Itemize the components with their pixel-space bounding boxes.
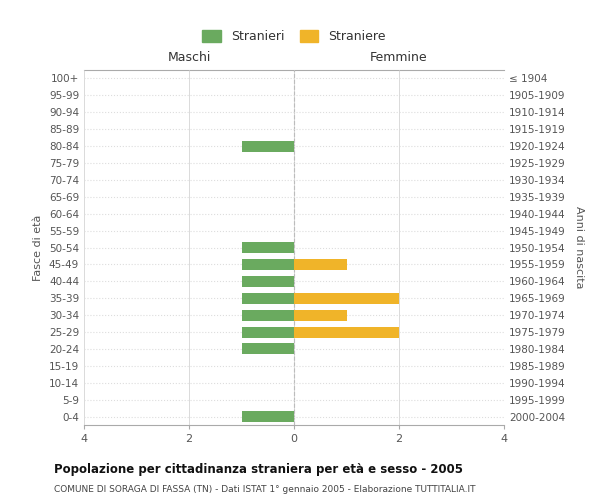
Text: COMUNE DI SORAGA DI FASSA (TN) - Dati ISTAT 1° gennaio 2005 - Elaborazione TUTTI: COMUNE DI SORAGA DI FASSA (TN) - Dati IS… (54, 485, 476, 494)
Bar (241, 259, 294, 270)
Bar (241, 411, 294, 422)
Bar (241, 292, 294, 304)
Bar (241, 310, 294, 320)
Bar (241, 344, 294, 354)
Bar (241, 140, 294, 151)
Legend: Stranieri, Straniere: Stranieri, Straniere (199, 26, 389, 47)
Text: Femmine: Femmine (370, 51, 428, 64)
Bar (294, 326, 399, 338)
Bar (294, 259, 347, 270)
Bar (294, 292, 399, 304)
Bar (241, 326, 294, 338)
Text: Maschi: Maschi (167, 51, 211, 64)
Y-axis label: Anni di nascita: Anni di nascita (574, 206, 584, 289)
Y-axis label: Fasce di età: Fasce di età (34, 214, 43, 280)
Bar (241, 276, 294, 287)
Text: Popolazione per cittadinanza straniera per età e sesso - 2005: Popolazione per cittadinanza straniera p… (54, 462, 463, 475)
Bar (241, 242, 294, 253)
Bar (294, 310, 347, 320)
